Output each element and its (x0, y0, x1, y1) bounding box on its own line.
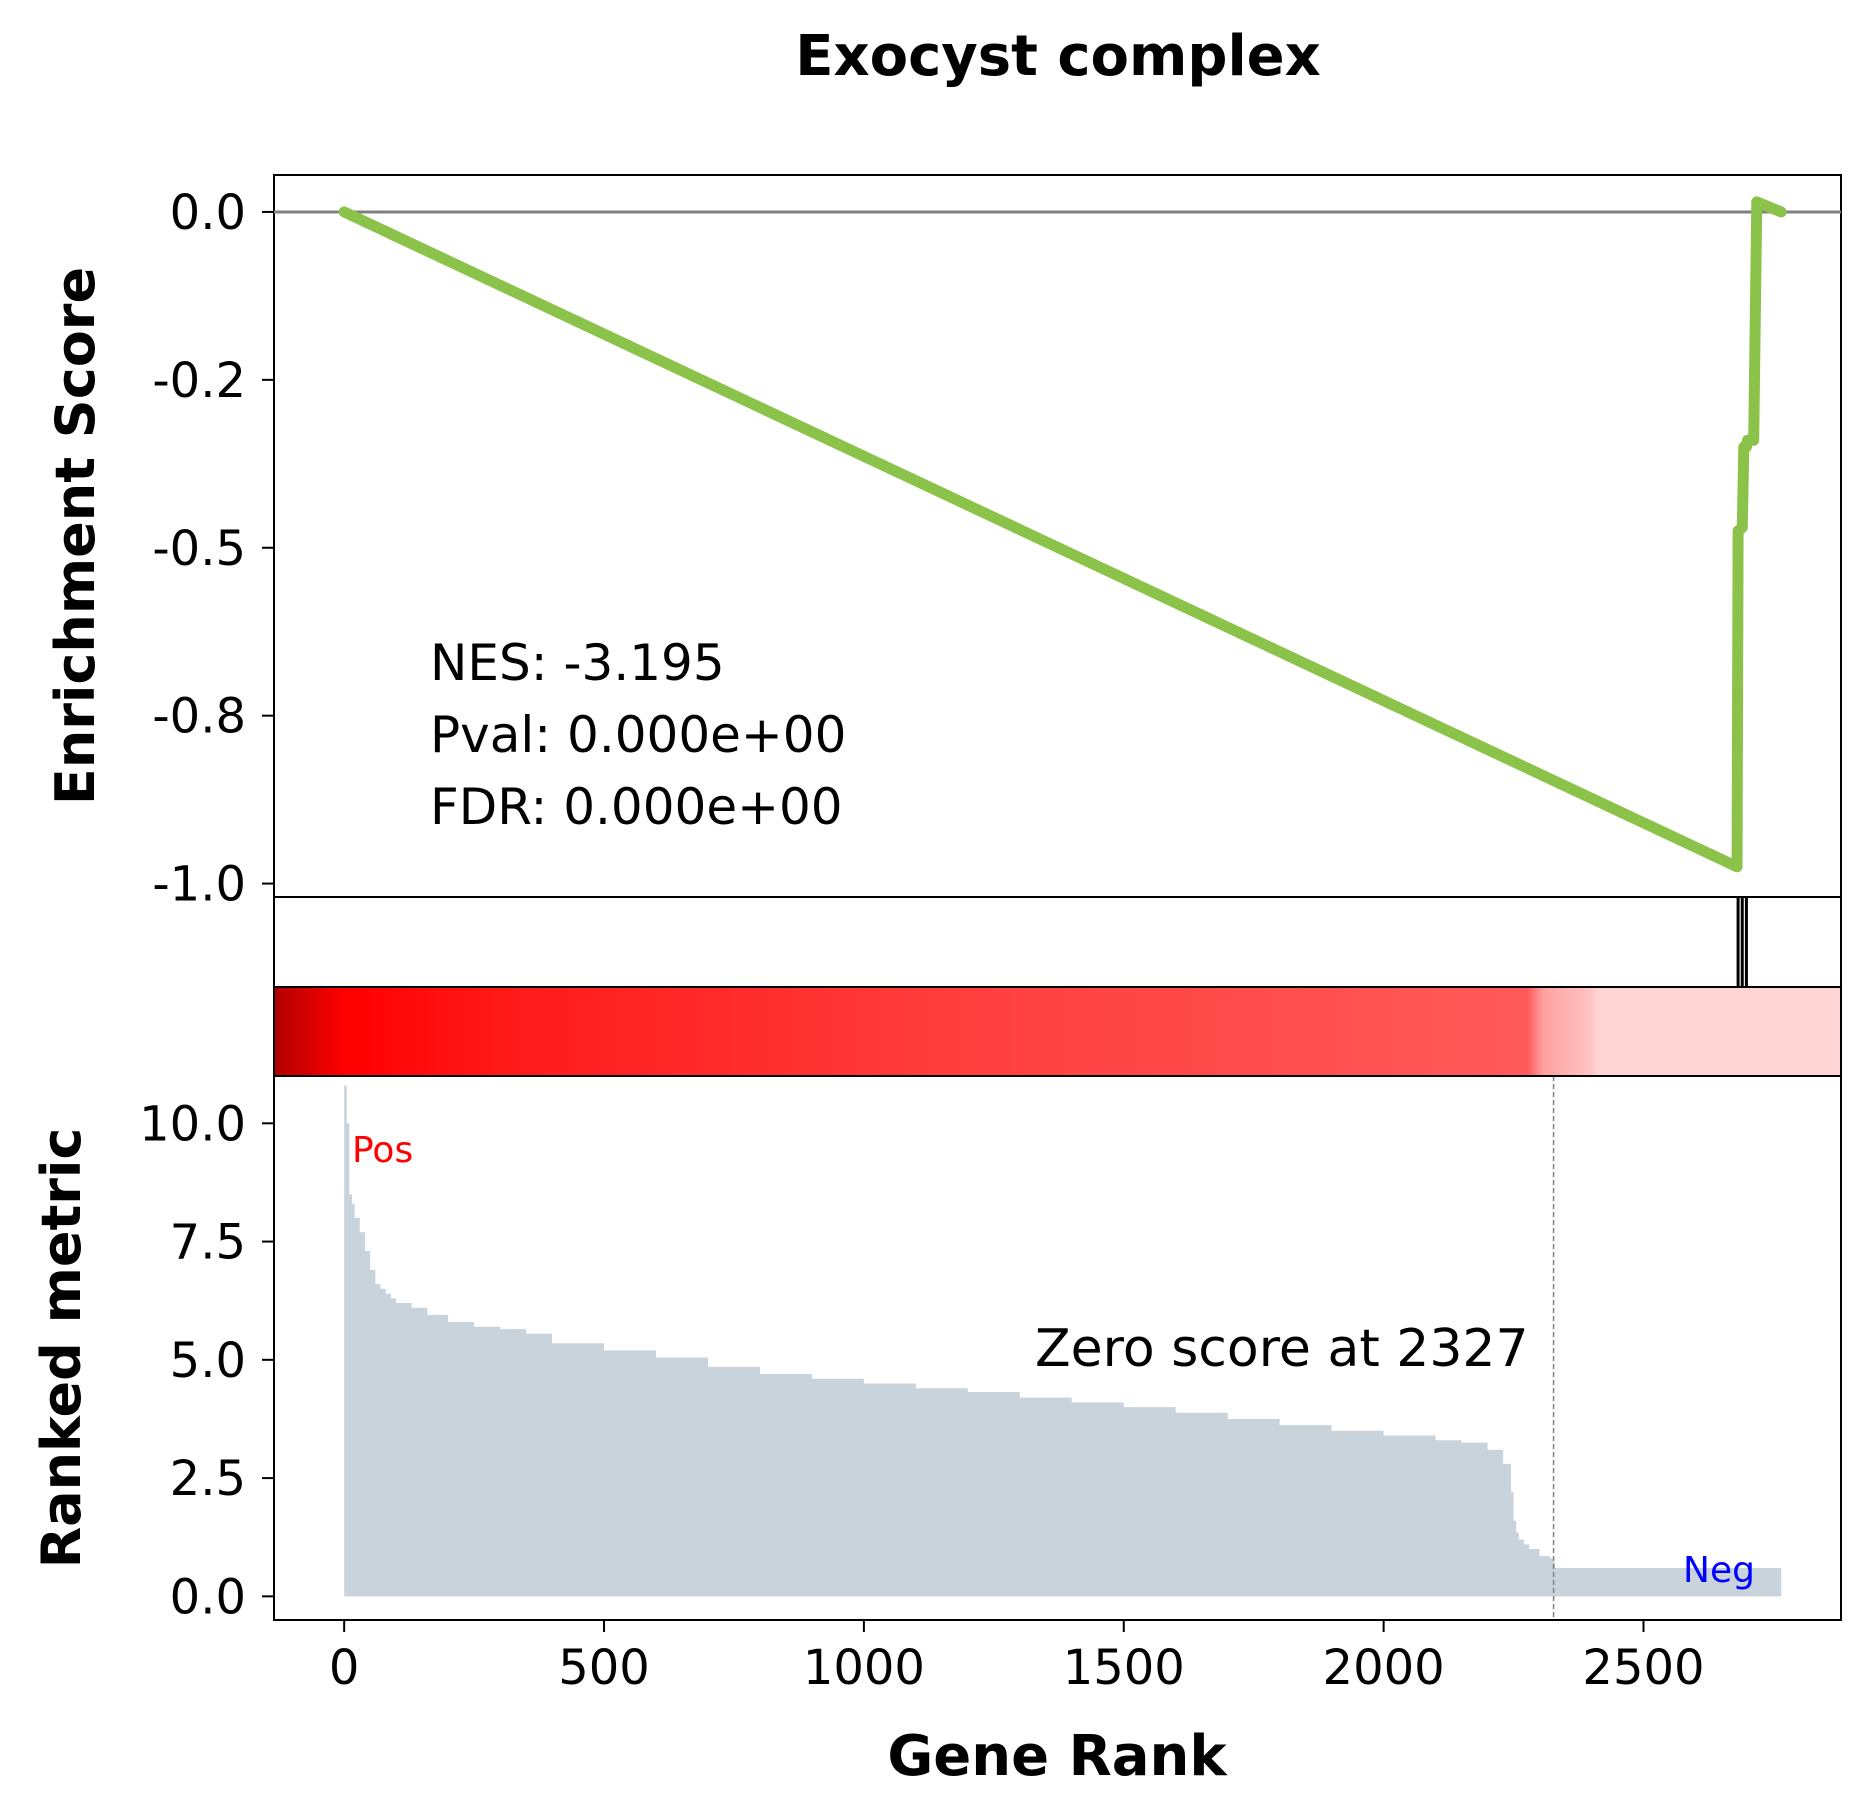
ranked-metric-area (344, 1085, 1782, 1597)
enrichment-y-tick-label: 0.0 (170, 185, 246, 241)
ranked-metric-y-tick-label: 7.5 (170, 1215, 246, 1271)
ranked-color-bar (273, 986, 1842, 1077)
hits-panel-frame (273, 896, 1842, 988)
chart-title: Exocyst complex (795, 24, 1321, 89)
ranked-metric-y-tick-label: 2.5 (170, 1451, 246, 1507)
ranked-metric-y-label: Ranked metric (30, 1128, 93, 1569)
x-tick-label: 1000 (803, 1640, 925, 1696)
enrichment-y-tick-label: -1.0 (152, 857, 246, 913)
gene-rank-x-ticks: 0 500 1000 1500 2000 2500 (329, 1620, 1705, 1696)
x-tick-label: 1500 (1063, 1640, 1185, 1696)
ranked-metric-frame (273, 1075, 1842, 1621)
hit-lines (1736, 897, 1748, 987)
enrichment-panel: 0.0 -0.2 -0.5 -0.8 -1.0 NES: -3.195 Pval: 0.… (44, 174, 1842, 913)
x-axis-label: Gene Rank (887, 1724, 1228, 1789)
ranked-metric-y-ticks: 0.0 2.5 5.0 7.5 10.0 (139, 1096, 274, 1625)
x-tick-label: 500 (558, 1640, 650, 1696)
nes-stat: NES: -3.195 (430, 634, 725, 692)
running-enrichment-line (338, 196, 1787, 873)
ranked-metric-y-tick-label: 10.0 (139, 1096, 246, 1152)
zero-score-annotation: Zero score at 2327 (1035, 1319, 1529, 1379)
x-tick-label: 2000 (1323, 1640, 1445, 1696)
enrichment-y-tick-label: -0.8 (152, 689, 246, 745)
enrichment-y-label: Enrichment Score (44, 267, 107, 805)
enrichment-y-tick-label: -0.2 (152, 353, 246, 409)
x-tick-label: 2500 (1582, 1640, 1704, 1696)
ranked-metric-y-tick-label: 5.0 (170, 1333, 246, 1389)
color-bar-fill (274, 987, 1841, 1076)
pval-stat: Pval: 0.000e+00 (430, 706, 846, 764)
enrichment-y-tick-label: -0.5 (152, 521, 246, 577)
neg-label: Neg (1683, 1550, 1755, 1591)
x-tick-label: 0 (329, 1640, 360, 1696)
enrichment-y-ticks: 0.0 -0.2 -0.5 -0.8 -1.0 (152, 185, 274, 913)
fdr-stat: FDR: 0.000e+00 (430, 778, 843, 836)
ranked-metric-y-tick-label: 0.0 (170, 1569, 246, 1625)
pos-label: Pos (352, 1130, 413, 1171)
hits-panel (273, 896, 1842, 988)
ranked-metric-panel: 0.0 2.5 5.0 7.5 10.0 0 500 1000 1500 2000 2500 Po… (30, 1075, 1842, 1789)
